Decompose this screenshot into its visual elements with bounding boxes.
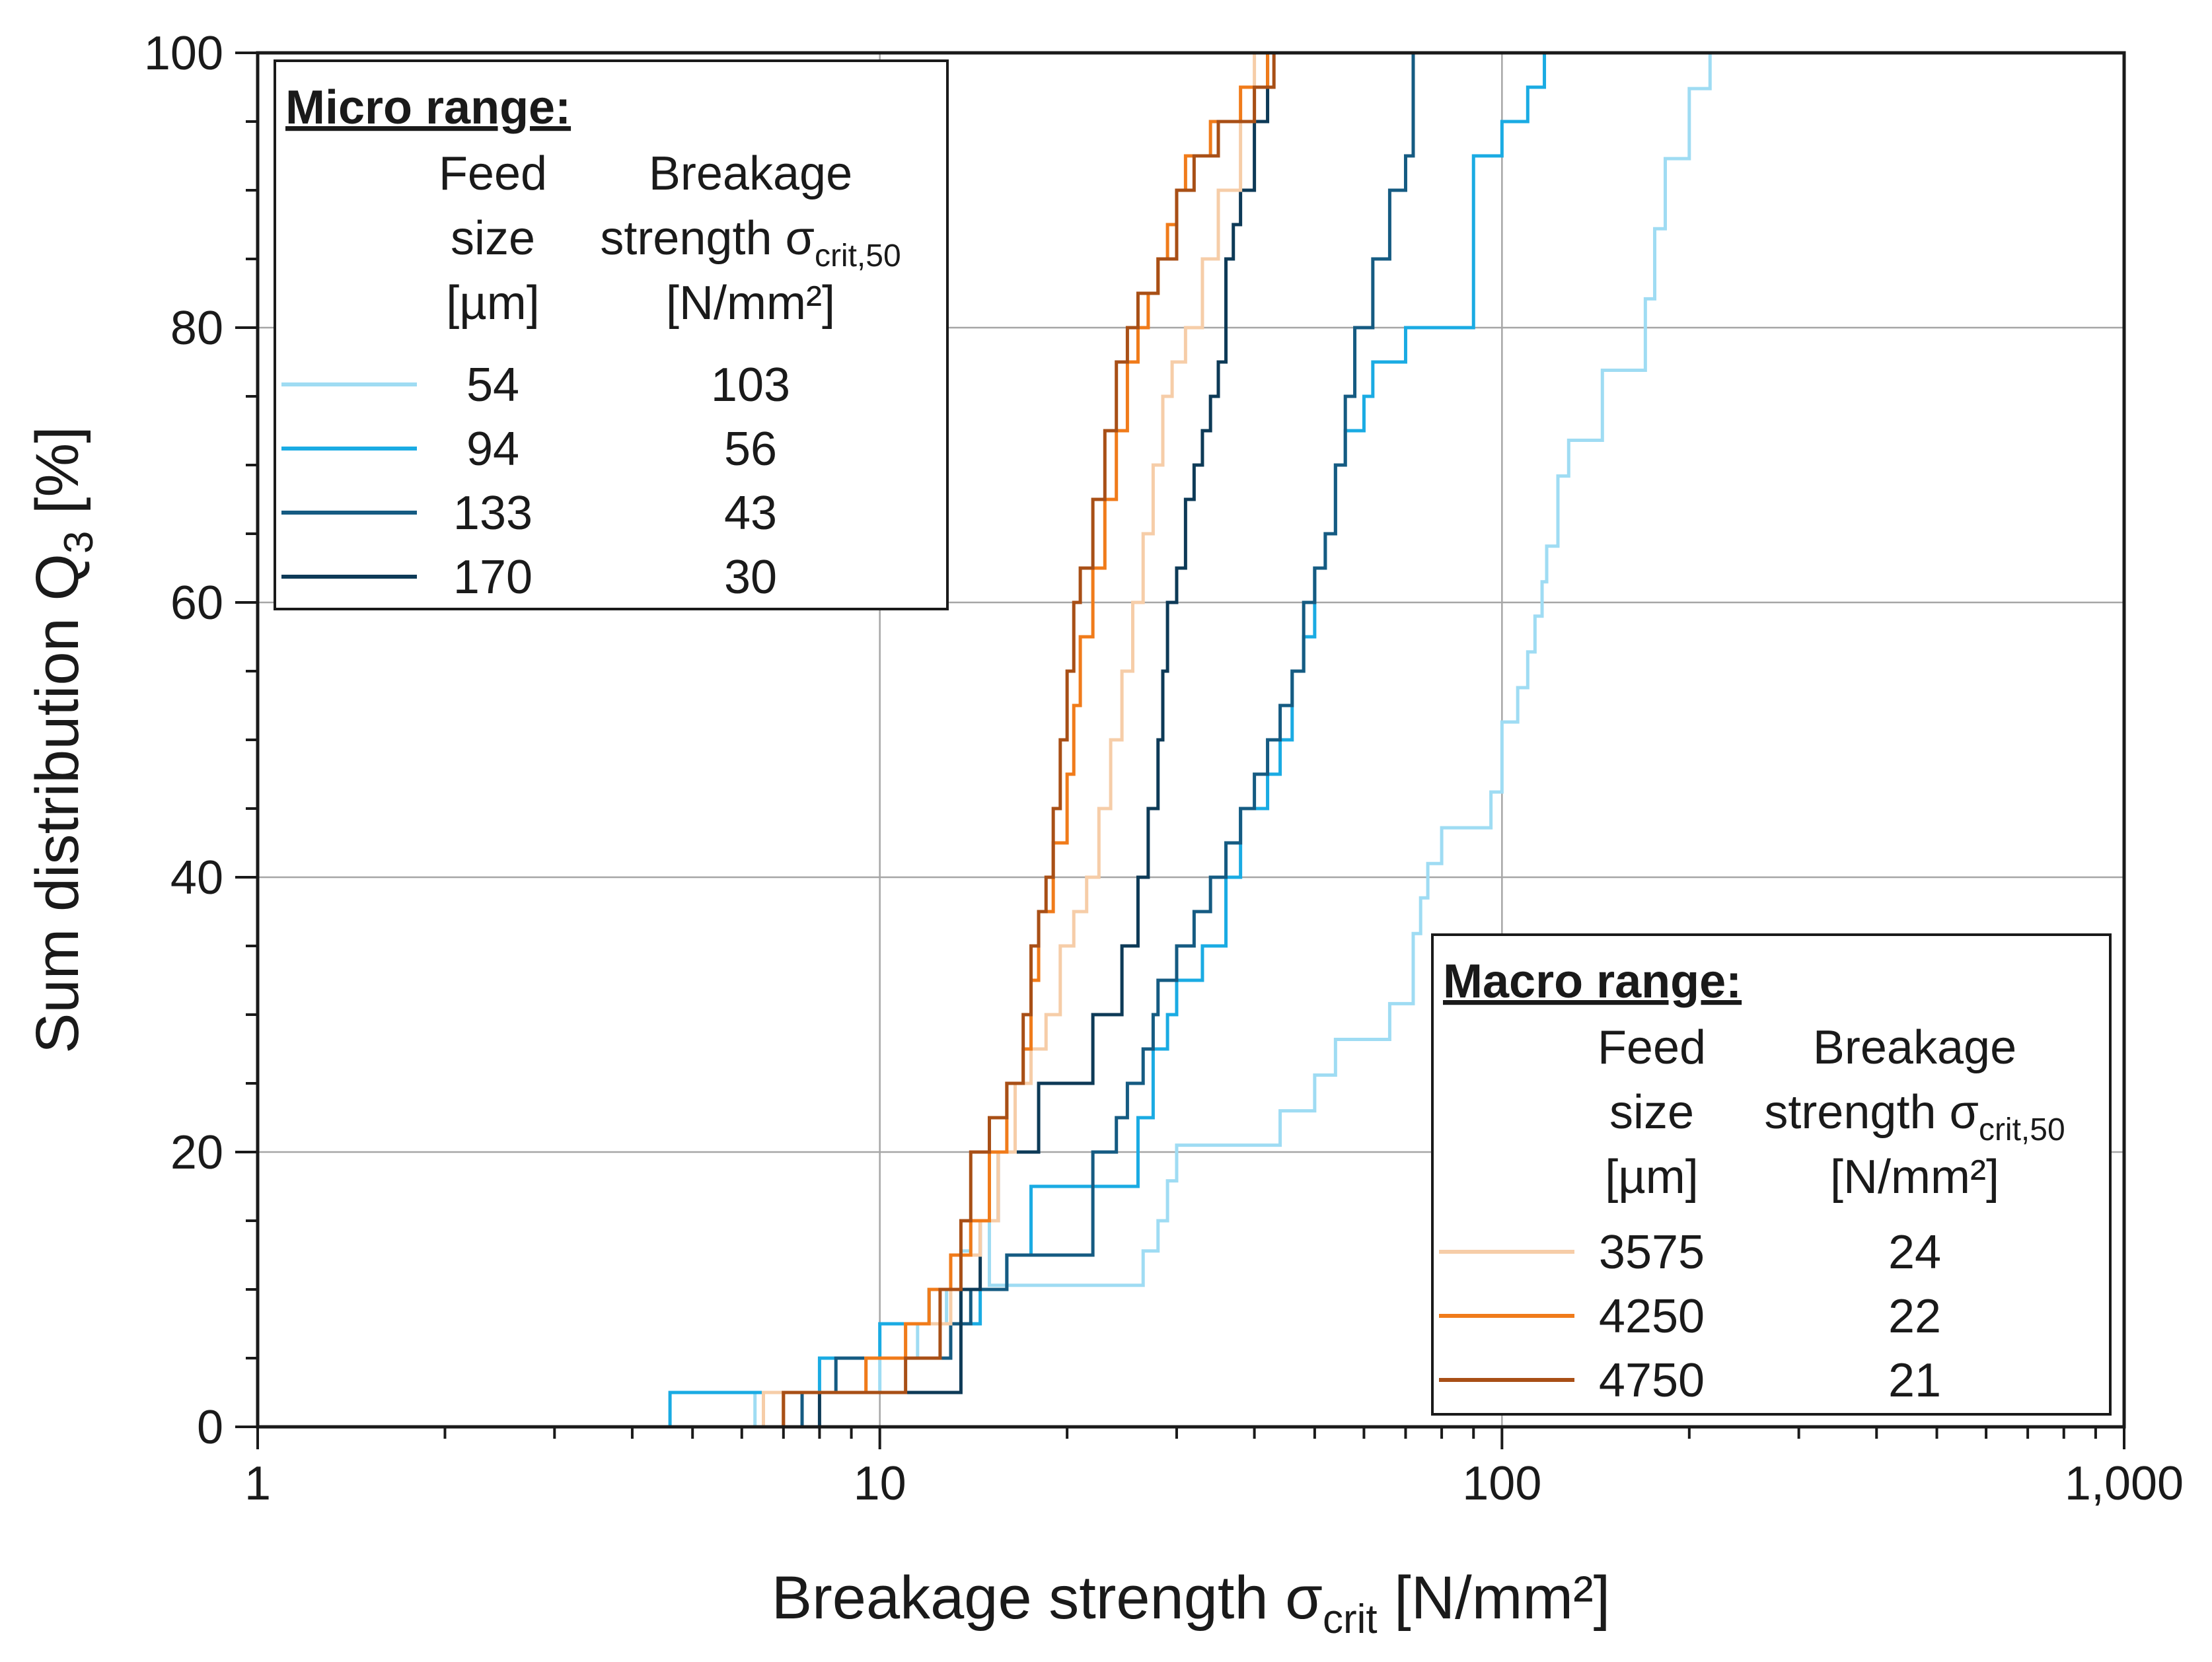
legend-strength: 24 [1888,1226,1941,1279]
legend-col1-header: [µm] [1605,1151,1698,1204]
tick-labels: 1 10 100 1,000 0 20 40 60 80 100 [144,27,2184,1510]
y-tick-label: 60 [170,577,223,630]
x-tick-label: 100 [1462,1457,1541,1510]
x-axis-title: Breakage strength σcrit [N/mm²] [772,1564,1610,1642]
legend-feed-size: 133 [453,487,533,540]
legend-title: Micro range: [285,81,571,134]
legend-macro-range: Macro range: Feed Breakage size strength σcr… [1431,933,2112,1416]
legend-col2-header: [N/mm²] [666,277,835,330]
legend-feed-size: 170 [453,551,533,604]
legend-strength: 56 [724,423,777,476]
legend-strength: 22 [1888,1290,1941,1343]
legend-strength: 21 [1888,1354,1941,1407]
legend-feed-size: 4750 [1599,1354,1705,1407]
y-tick-label: 0 [197,1401,223,1454]
legend-feed-size: 3575 [1599,1226,1705,1279]
legend-col1-header: [µm] [446,277,539,330]
legend-strength: 103 [711,359,790,412]
x-tick-label: 1,000 [2065,1457,2184,1510]
legend-box [274,59,949,610]
legend-col2-header: Breakage [1813,1021,2016,1074]
legend-feed-size: 4250 [1599,1290,1705,1343]
y-tick-label: 20 [170,1126,223,1179]
plot-area [258,51,2124,1429]
x-tick-label: 10 [854,1457,906,1510]
legend-col2-header: strength σcrit,50 [600,212,901,273]
legend-micro-range: Micro range: Feed Breakage size strength σcr… [274,59,949,610]
y-tick-label: 80 [170,302,223,355]
legend-col1-header: size [451,212,535,265]
x-tick-label: 1 [244,1457,271,1510]
legend-box [1431,933,2112,1416]
y-axis-title: Sum distribution Q3 [%] [24,426,102,1054]
legend-col1-header: Feed [1598,1021,1706,1074]
legend-col2-header: strength σcrit,50 [1764,1086,2065,1147]
y-tick-label: 40 [170,851,223,904]
series-line-4750 [258,51,2124,1429]
legend-col2-header: Breakage [649,147,852,200]
legend-feed-size: 94 [466,423,519,476]
legend-strength: 43 [724,487,777,540]
y-tick-label: 100 [144,27,223,80]
legend-strength: 30 [724,551,777,604]
legend-col2-header: [N/mm²] [1830,1151,1999,1204]
legend-feed-size: 54 [466,359,519,412]
legend-col1-header: size [1609,1086,1694,1139]
axis-ticks [235,52,2125,1449]
series-line-133 [258,51,2124,1429]
legend-col1-header: Feed [439,147,547,200]
legend-title: Macro range: [1443,955,1742,1008]
